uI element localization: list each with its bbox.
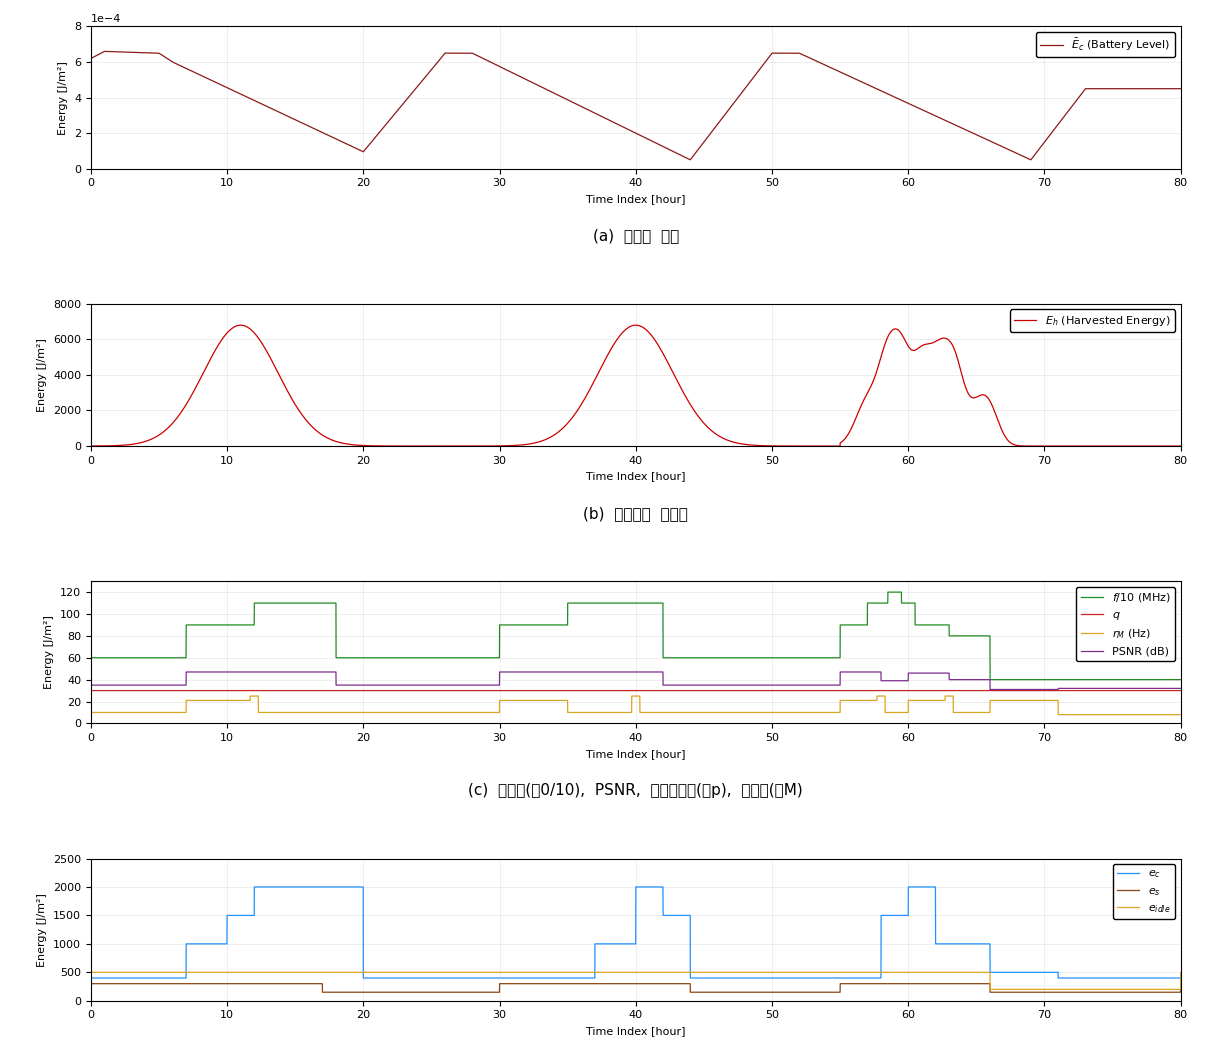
Y-axis label: Energy [J/m²]: Energy [J/m²] [38, 893, 47, 967]
Text: (c)  주파수(툐0/10),  PSNR,  양자화계수(턐p),  화면률(턱M): (c) 주파수(툐0/10), PSNR, 양자화계수(턐p), 화면률(턱M) [469, 784, 803, 798]
X-axis label: Time Index [hour]: Time Index [hour] [586, 749, 685, 758]
Y-axis label: Energy [J/m²]: Energy [J/m²] [38, 338, 47, 412]
Legend: $\bar{E}_c$ (Battery Level): $\bar{E}_c$ (Battery Level) [1035, 32, 1175, 57]
Legend: $E_h$ (Harvested Energy): $E_h$ (Harvested Energy) [1010, 309, 1175, 333]
Legend: $f$/10 (MHz), $q$, $r_M$ (Hz), PSNR (dB): $f$/10 (MHz), $q$, $r_M$ (Hz), PSNR (dB) [1077, 587, 1175, 661]
Y-axis label: Energy [J/m²]: Energy [J/m²] [58, 60, 69, 134]
Legend: $e_c$, $e_s$, $e_{idle}$: $e_c$, $e_s$, $e_{idle}$ [1113, 864, 1175, 919]
X-axis label: Time Index [hour]: Time Index [hour] [586, 471, 685, 482]
Text: (a)  배터리  레벨: (a) 배터리 레벨 [592, 229, 679, 244]
Y-axis label: Energy [J/m²]: Energy [J/m²] [45, 615, 54, 689]
X-axis label: Time Index [hour]: Time Index [hour] [586, 194, 685, 204]
Text: (b)  하비스팅  에너지: (b) 하비스팅 에너지 [584, 506, 688, 521]
X-axis label: Time Index [hour]: Time Index [hour] [586, 1026, 685, 1036]
